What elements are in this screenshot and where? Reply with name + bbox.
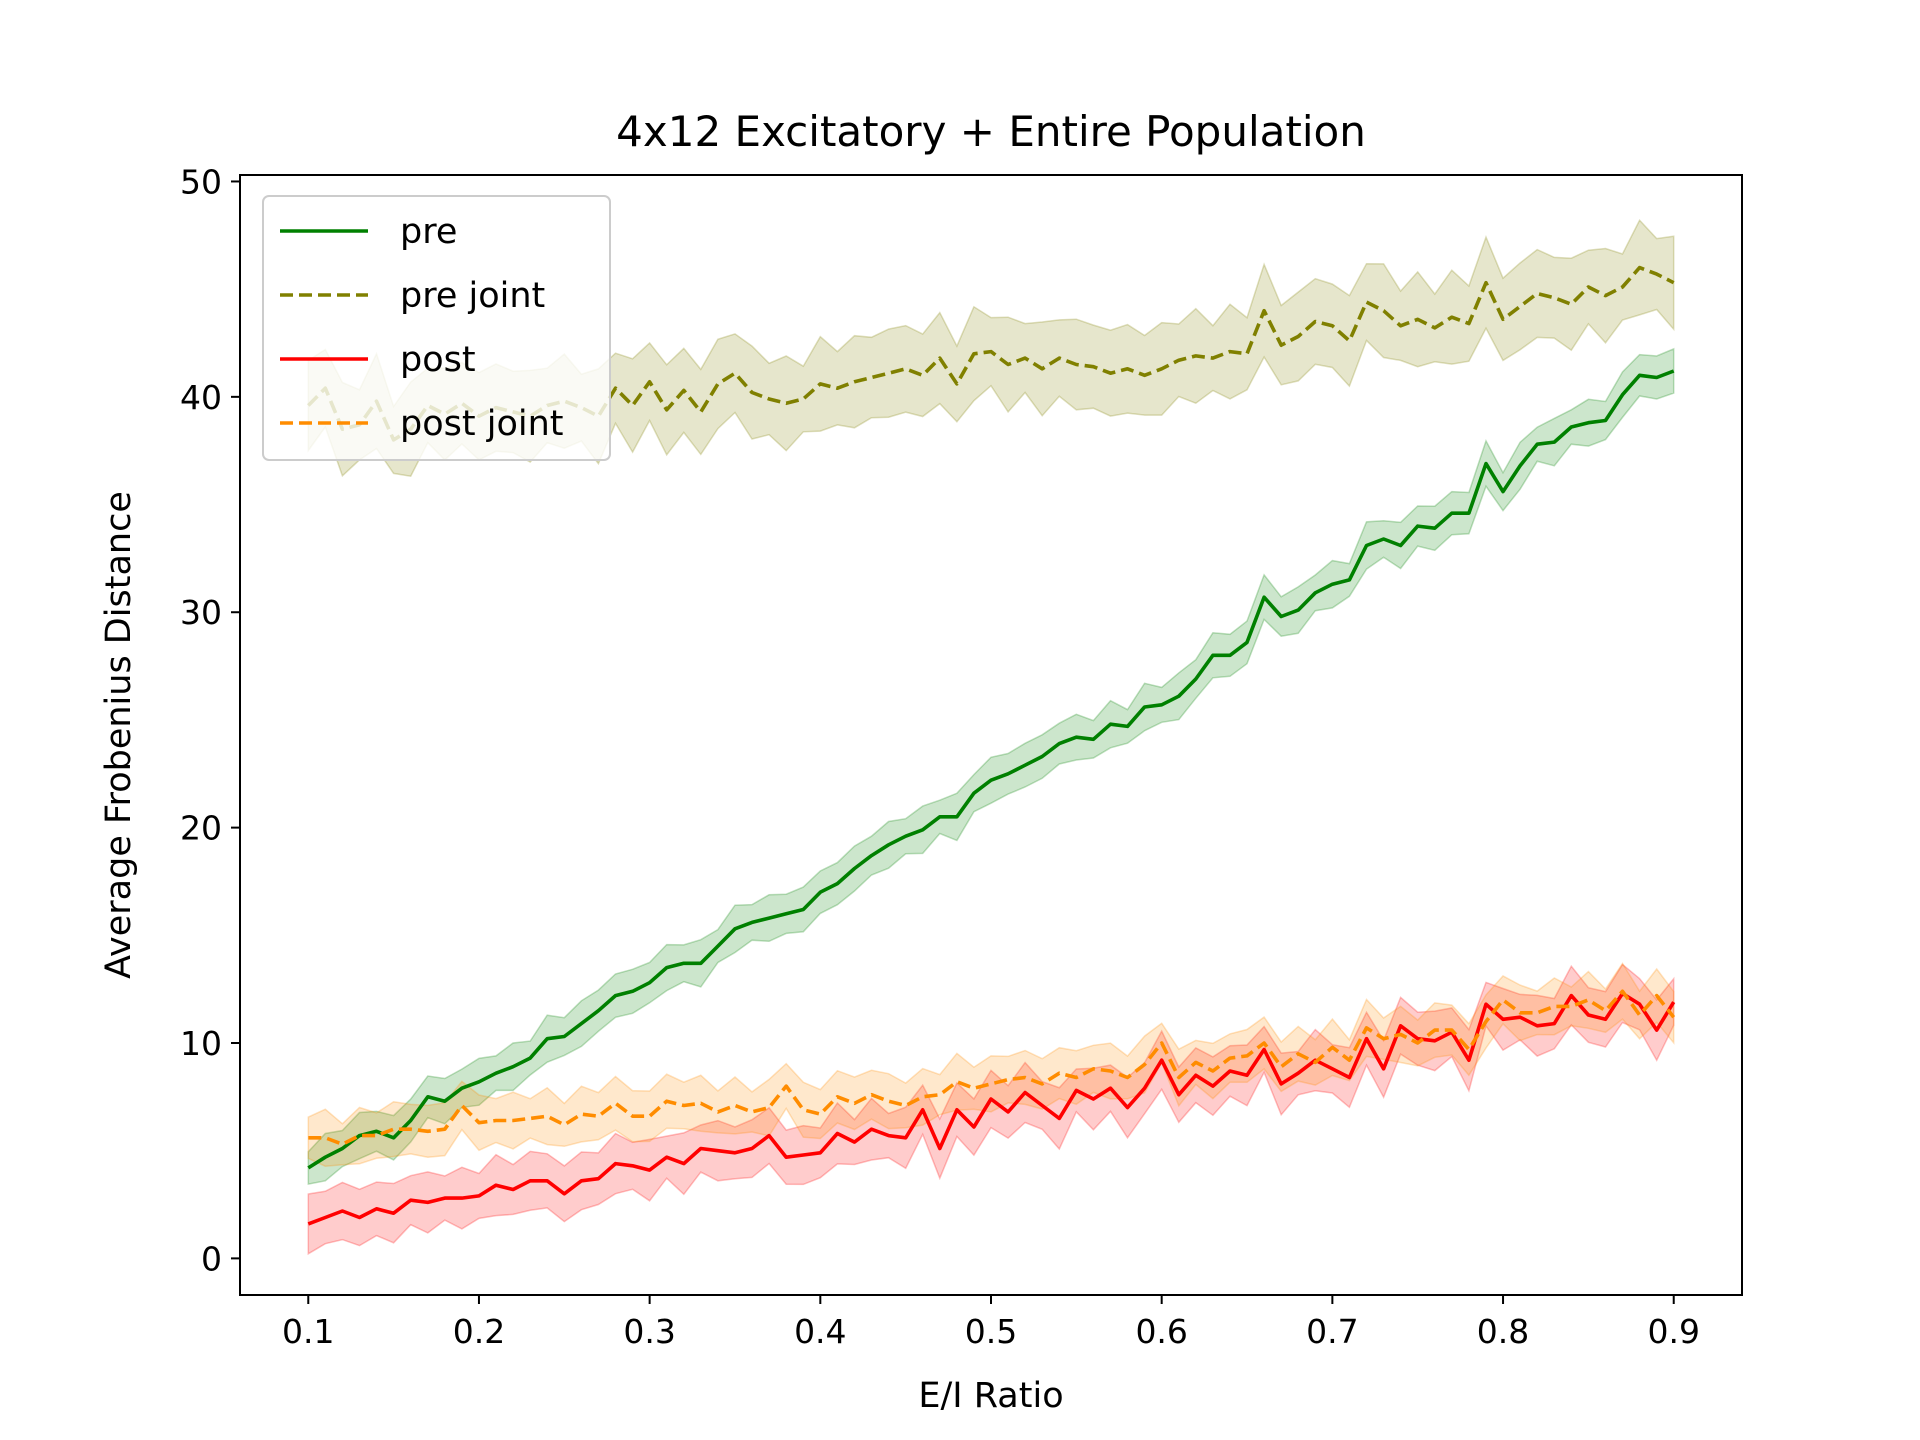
- legend-label-post-joint: post joint: [400, 404, 563, 444]
- confidence-bands: [307, 219, 1675, 1256]
- band-post-joint: [307, 962, 1675, 1167]
- y-tick-label: 30: [180, 593, 222, 632]
- x-tick-label: 0.2: [453, 1312, 505, 1351]
- x-tick-label: 0.6: [1135, 1312, 1187, 1351]
- band-post: [307, 963, 1675, 1256]
- x-tick-label: 0.7: [1306, 1312, 1358, 1351]
- band-pre-joint: [307, 219, 1675, 478]
- series-line-post-joint: [308, 989, 1676, 1146]
- x-tick-label: 0.1: [282, 1312, 334, 1351]
- y-axis-ticks: 0 10 20 30 40 50: [180, 162, 240, 1278]
- legend-label-post: post: [400, 340, 476, 380]
- x-tick-label: 0.5: [965, 1312, 1017, 1351]
- y-tick-label: 20: [180, 809, 222, 848]
- legend-label-pre-joint: pre joint: [400, 276, 545, 316]
- legend-box: [262, 195, 611, 461]
- x-tick-label: 0.8: [1477, 1312, 1529, 1351]
- x-tick-label: 0.4: [794, 1312, 846, 1351]
- y-tick-label: 0: [201, 1239, 222, 1278]
- x-tick-label: 0.3: [623, 1312, 675, 1351]
- y-tick-label: 10: [180, 1024, 222, 1063]
- series-line-post: [307, 991, 1676, 1226]
- legend-label-pre: pre: [400, 212, 457, 252]
- legend: pre pre joint post post joint: [262, 195, 611, 461]
- y-tick-label: 40: [180, 378, 222, 417]
- x-axis-label: E/I Ratio: [918, 1376, 1063, 1416]
- legend-entries: pre pre joint post post joint: [280, 212, 563, 444]
- x-axis-ticks: 0.1 0.2 0.3 0.4 0.5 0.6 0.7 0.8 0.9: [282, 1295, 1700, 1351]
- y-tick-label: 50: [180, 162, 222, 201]
- y-axis-label: Average Frobenius Distance: [99, 491, 139, 979]
- band-pre: [307, 347, 1675, 1186]
- series-line-pre: [307, 369, 1675, 1170]
- chart-title: 4x12 Excitatory + Entire Population: [616, 107, 1366, 156]
- x-tick-label: 0.9: [1647, 1312, 1699, 1351]
